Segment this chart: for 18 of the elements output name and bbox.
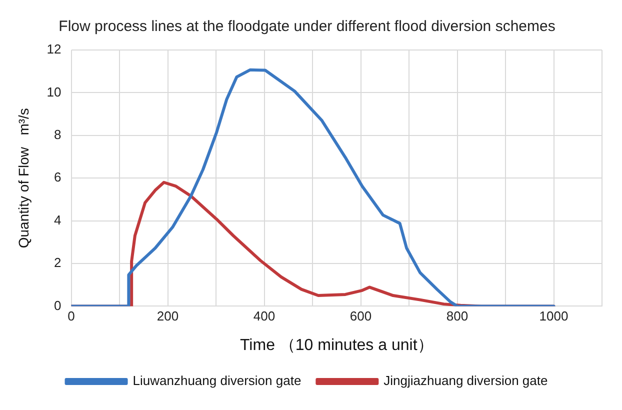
x-tick-label: 800 (446, 308, 468, 324)
x-tick-label: 0 (68, 308, 75, 324)
y-tick-label: 6 (54, 170, 62, 185)
x-tick-label: 1000 (539, 308, 568, 324)
y-tick-label: 0 (54, 298, 62, 313)
y-tick-label: 8 (54, 126, 62, 142)
chart-title: Flow process lines at the floodgate under different flood diversion schemes (58, 18, 556, 36)
y-tick-label: 2 (54, 255, 62, 270)
y-tick-label: 10 (46, 84, 62, 100)
x-tick-label: 200 (156, 308, 179, 324)
y-tick-label: 4 (54, 212, 62, 228)
legend-label: Jingjiazhuang diversion gate (384, 373, 548, 388)
y-tick-label: 12 (46, 42, 62, 57)
y-axis-title: Quantity of Flow m³/s (15, 108, 32, 248)
x-axis-title: Time （10 minutes a unit） (240, 336, 434, 354)
x-tick-label: 400 (253, 308, 276, 324)
legend-label: Liuwanzhuang diversion gate (132, 373, 302, 388)
x-tick-label: 600 (350, 308, 372, 324)
